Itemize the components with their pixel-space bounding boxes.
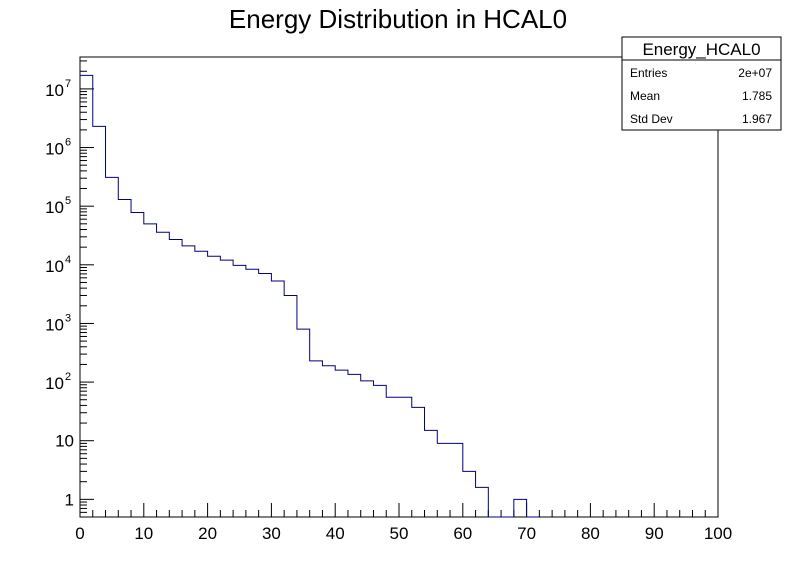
x-tick-label: 100 [704, 524, 732, 543]
y-tick-label-base: 10 [45, 140, 64, 159]
x-tick-label: 60 [453, 524, 472, 543]
x-tick-label: 50 [390, 524, 409, 543]
y-tick-label: 10 [55, 432, 74, 451]
y-tick-label-exponent: 4 [65, 254, 71, 266]
x-tick-label: 30 [262, 524, 281, 543]
x-tick-label: 40 [326, 524, 345, 543]
y-tick-label-exponent: 7 [65, 78, 71, 90]
x-tick-label: 20 [198, 524, 217, 543]
histogram-line [80, 74, 540, 518]
stats-value-mean: 1.785 [742, 89, 772, 103]
stats-label-entries: Entries [630, 66, 667, 80]
y-tick-label-base: 10 [45, 81, 64, 100]
x-axis-tick-labels: 0 10 20 30 40 50 60 70 80 90 100 [75, 524, 732, 543]
axis-ticks [79, 60, 719, 518]
x-tick-label: 10 [134, 524, 153, 543]
x-tick-label: 0 [75, 524, 84, 543]
y-tick-label-exponent: 2 [65, 371, 71, 383]
y-tick-label-exponent: 5 [65, 195, 71, 207]
stats-box: Energy_HCAL0 Entries 2e+07 Mean 1.785 St… [621, 36, 782, 131]
stats-label-std-dev: Std Dev [630, 112, 673, 126]
stats-value-std-dev: 1.967 [742, 112, 772, 126]
x-tick-label: 90 [645, 524, 664, 543]
x-tick-label: 80 [581, 524, 600, 543]
y-tick-label-base: 10 [45, 315, 64, 334]
y-tick-label-base: 10 [45, 257, 64, 276]
y-tick-label: 1 [65, 490, 74, 509]
y-tick-label-exponent: 3 [65, 312, 71, 324]
stats-box-frame [621, 36, 782, 131]
stats-box-title: Energy_HCAL0 [642, 40, 760, 59]
y-tick-label-base: 10 [45, 374, 64, 393]
stats-label-mean: Mean [630, 89, 660, 103]
chart-title: Energy Distribution in HCAL0 [229, 4, 567, 34]
stats-value-entries: 2e+07 [738, 66, 772, 80]
x-tick-label: 70 [517, 524, 536, 543]
y-tick-label-base: 10 [45, 198, 64, 217]
y-tick-label-exponent: 6 [65, 137, 71, 149]
